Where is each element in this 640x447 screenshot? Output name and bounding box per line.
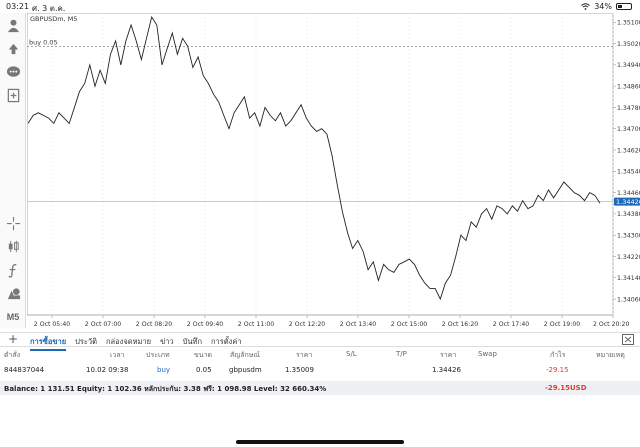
function-icon[interactable] xyxy=(4,261,22,279)
col-open-price: ราคา xyxy=(296,351,313,359)
plot-frame xyxy=(26,12,614,316)
collapse-panel-icon[interactable] xyxy=(622,334,634,345)
y-tick-label: 1.34300 xyxy=(617,232,640,239)
left-toolbar: M5 xyxy=(0,13,26,328)
summary-currency: USD xyxy=(570,384,587,392)
summary-profit: -29.15 xyxy=(545,384,571,392)
tab-trade[interactable]: การซื้อขาย xyxy=(30,336,67,351)
y-tick-label: 1.35020 xyxy=(617,41,640,48)
timeframe-button[interactable]: M5 xyxy=(6,312,20,322)
bottom-tab-bar: + การซื้อขาย ประวัติ กล่องจดหมาย ข่าว บั… xyxy=(0,332,640,351)
col-profit: กำไร xyxy=(550,351,566,359)
tab-mailbox[interactable]: กล่องจดหมาย xyxy=(106,337,152,346)
y-tick-label: 1.34460 xyxy=(617,190,640,197)
x-tick-label: 2 Oct 16:20 xyxy=(442,321,478,328)
col-comment: หมายเหตุ xyxy=(596,351,625,359)
status-bar: 03:21 ศ. 3 ต.ค. 34% xyxy=(0,0,640,13)
order-symbol: gbpusdm xyxy=(229,366,262,374)
order-line-label: buy 0.05 xyxy=(29,39,58,47)
price-series-line xyxy=(27,15,601,301)
chart-svg: 1.35100 1.35020 1.34940 1.34860 1.34780 1.347… xyxy=(26,12,640,328)
y-tick-label: 1.34860 xyxy=(617,83,640,90)
col-price: ราคา xyxy=(440,351,457,359)
price-chart[interactable]: 1.35100 1.35020 1.34940 1.34860 1.34780 1.347… xyxy=(26,12,640,329)
wifi-icon xyxy=(581,3,591,10)
current-price-tag: 1.34426 xyxy=(614,197,640,206)
battery-icon xyxy=(616,3,632,10)
y-tick-label: 1.34620 xyxy=(617,147,640,154)
order-profit: -29.15 xyxy=(546,366,569,374)
x-tick-label: 2 Oct 15:00 xyxy=(391,321,427,328)
col-order: ตำสั่ง xyxy=(4,351,21,359)
x-tick-label: 2 Oct 20:20 xyxy=(593,321,629,328)
x-tick-label: 2 Oct 07:00 xyxy=(85,321,121,328)
x-tick-label: 2 Oct 05:40 xyxy=(34,321,70,328)
svg-text:1.34426: 1.34426 xyxy=(616,198,640,206)
y-tick-label: 1.34220 xyxy=(617,254,640,261)
order-time: 10.02 09:38 xyxy=(86,366,129,374)
x-tick-label: 2 Oct 09:40 xyxy=(187,321,223,328)
y-tick-label: 1.34060 xyxy=(617,296,640,303)
account-summary-text: Balance: 1 131.51 Equity: 1 102.36 หลักป… xyxy=(4,385,327,393)
y-tick-label: 1.34380 xyxy=(617,211,640,218)
status-date: ศ. 3 ต.ค. xyxy=(32,4,66,13)
account-summary: Balance: 1 131.51 Equity: 1 102.36 หลักป… xyxy=(0,381,640,395)
home-indicator xyxy=(236,440,404,444)
symbol-title: GBPUSDm, M5 xyxy=(30,15,78,23)
x-tick-label: 2 Oct 11:00 xyxy=(238,321,274,328)
col-tp: T/P xyxy=(396,350,407,358)
candles-icon[interactable] xyxy=(4,237,22,255)
x-tick-label: 2 Oct 17:40 xyxy=(493,321,529,328)
chat-icon[interactable] xyxy=(4,63,22,81)
x-tick-label: 2 Oct 12:20 xyxy=(289,321,325,328)
y-tick-label: 1.35100 xyxy=(617,20,640,27)
order-current-price: 1.34426 xyxy=(432,366,461,374)
tab-news[interactable]: ข่าว xyxy=(160,337,174,346)
col-type: ประเภท xyxy=(146,351,170,359)
x-tick-label: 2 Oct 08:20 xyxy=(136,321,172,328)
order-icon[interactable] xyxy=(4,39,22,57)
trade-row[interactable]: 844837044 10.02 09:38 buy 0.05 gbpusdm 1… xyxy=(0,366,640,379)
x-tick-label: 2 Oct 13:40 xyxy=(340,321,376,328)
y-tick-label: 1.34780 xyxy=(617,105,640,112)
col-time: เวลา xyxy=(110,351,125,359)
order-type: buy xyxy=(157,366,171,374)
tab-journal[interactable]: บันทึก xyxy=(182,337,203,346)
col-size: ขนาด xyxy=(194,351,213,359)
col-sl: S/L xyxy=(346,350,357,358)
trade-table-header: ตำสั่ง เวลา ประเภท ขนาด สัญลักษณ์ ราคา S… xyxy=(0,350,640,362)
tab-settings[interactable]: การตั้งค่า xyxy=(211,337,242,346)
add-icon[interactable]: + xyxy=(8,332,19,346)
x-tick-label: 2 Oct 19:00 xyxy=(544,321,580,328)
y-tick-label: 1.34700 xyxy=(617,126,640,133)
battery-percent: 34% xyxy=(594,2,612,11)
order-open-price: 1.35009 xyxy=(285,366,314,374)
new-document-icon[interactable] xyxy=(4,86,22,104)
order-size: 0.05 xyxy=(196,366,212,374)
tab-history[interactable]: ประวัติ xyxy=(75,337,98,346)
col-symbol: สัญลักษณ์ xyxy=(230,351,260,359)
y-tick-label: 1.34540 xyxy=(617,169,640,176)
order-id: 844837044 xyxy=(4,366,45,374)
y-tick-label: 1.34140 xyxy=(617,275,640,282)
objects-icon[interactable] xyxy=(4,284,22,302)
status-time: 03:21 xyxy=(6,2,30,11)
y-tick-label: 1.34940 xyxy=(617,62,640,69)
crosshair-icon[interactable] xyxy=(4,214,22,232)
col-swap: Swap xyxy=(478,350,497,358)
user-icon[interactable] xyxy=(4,16,22,34)
